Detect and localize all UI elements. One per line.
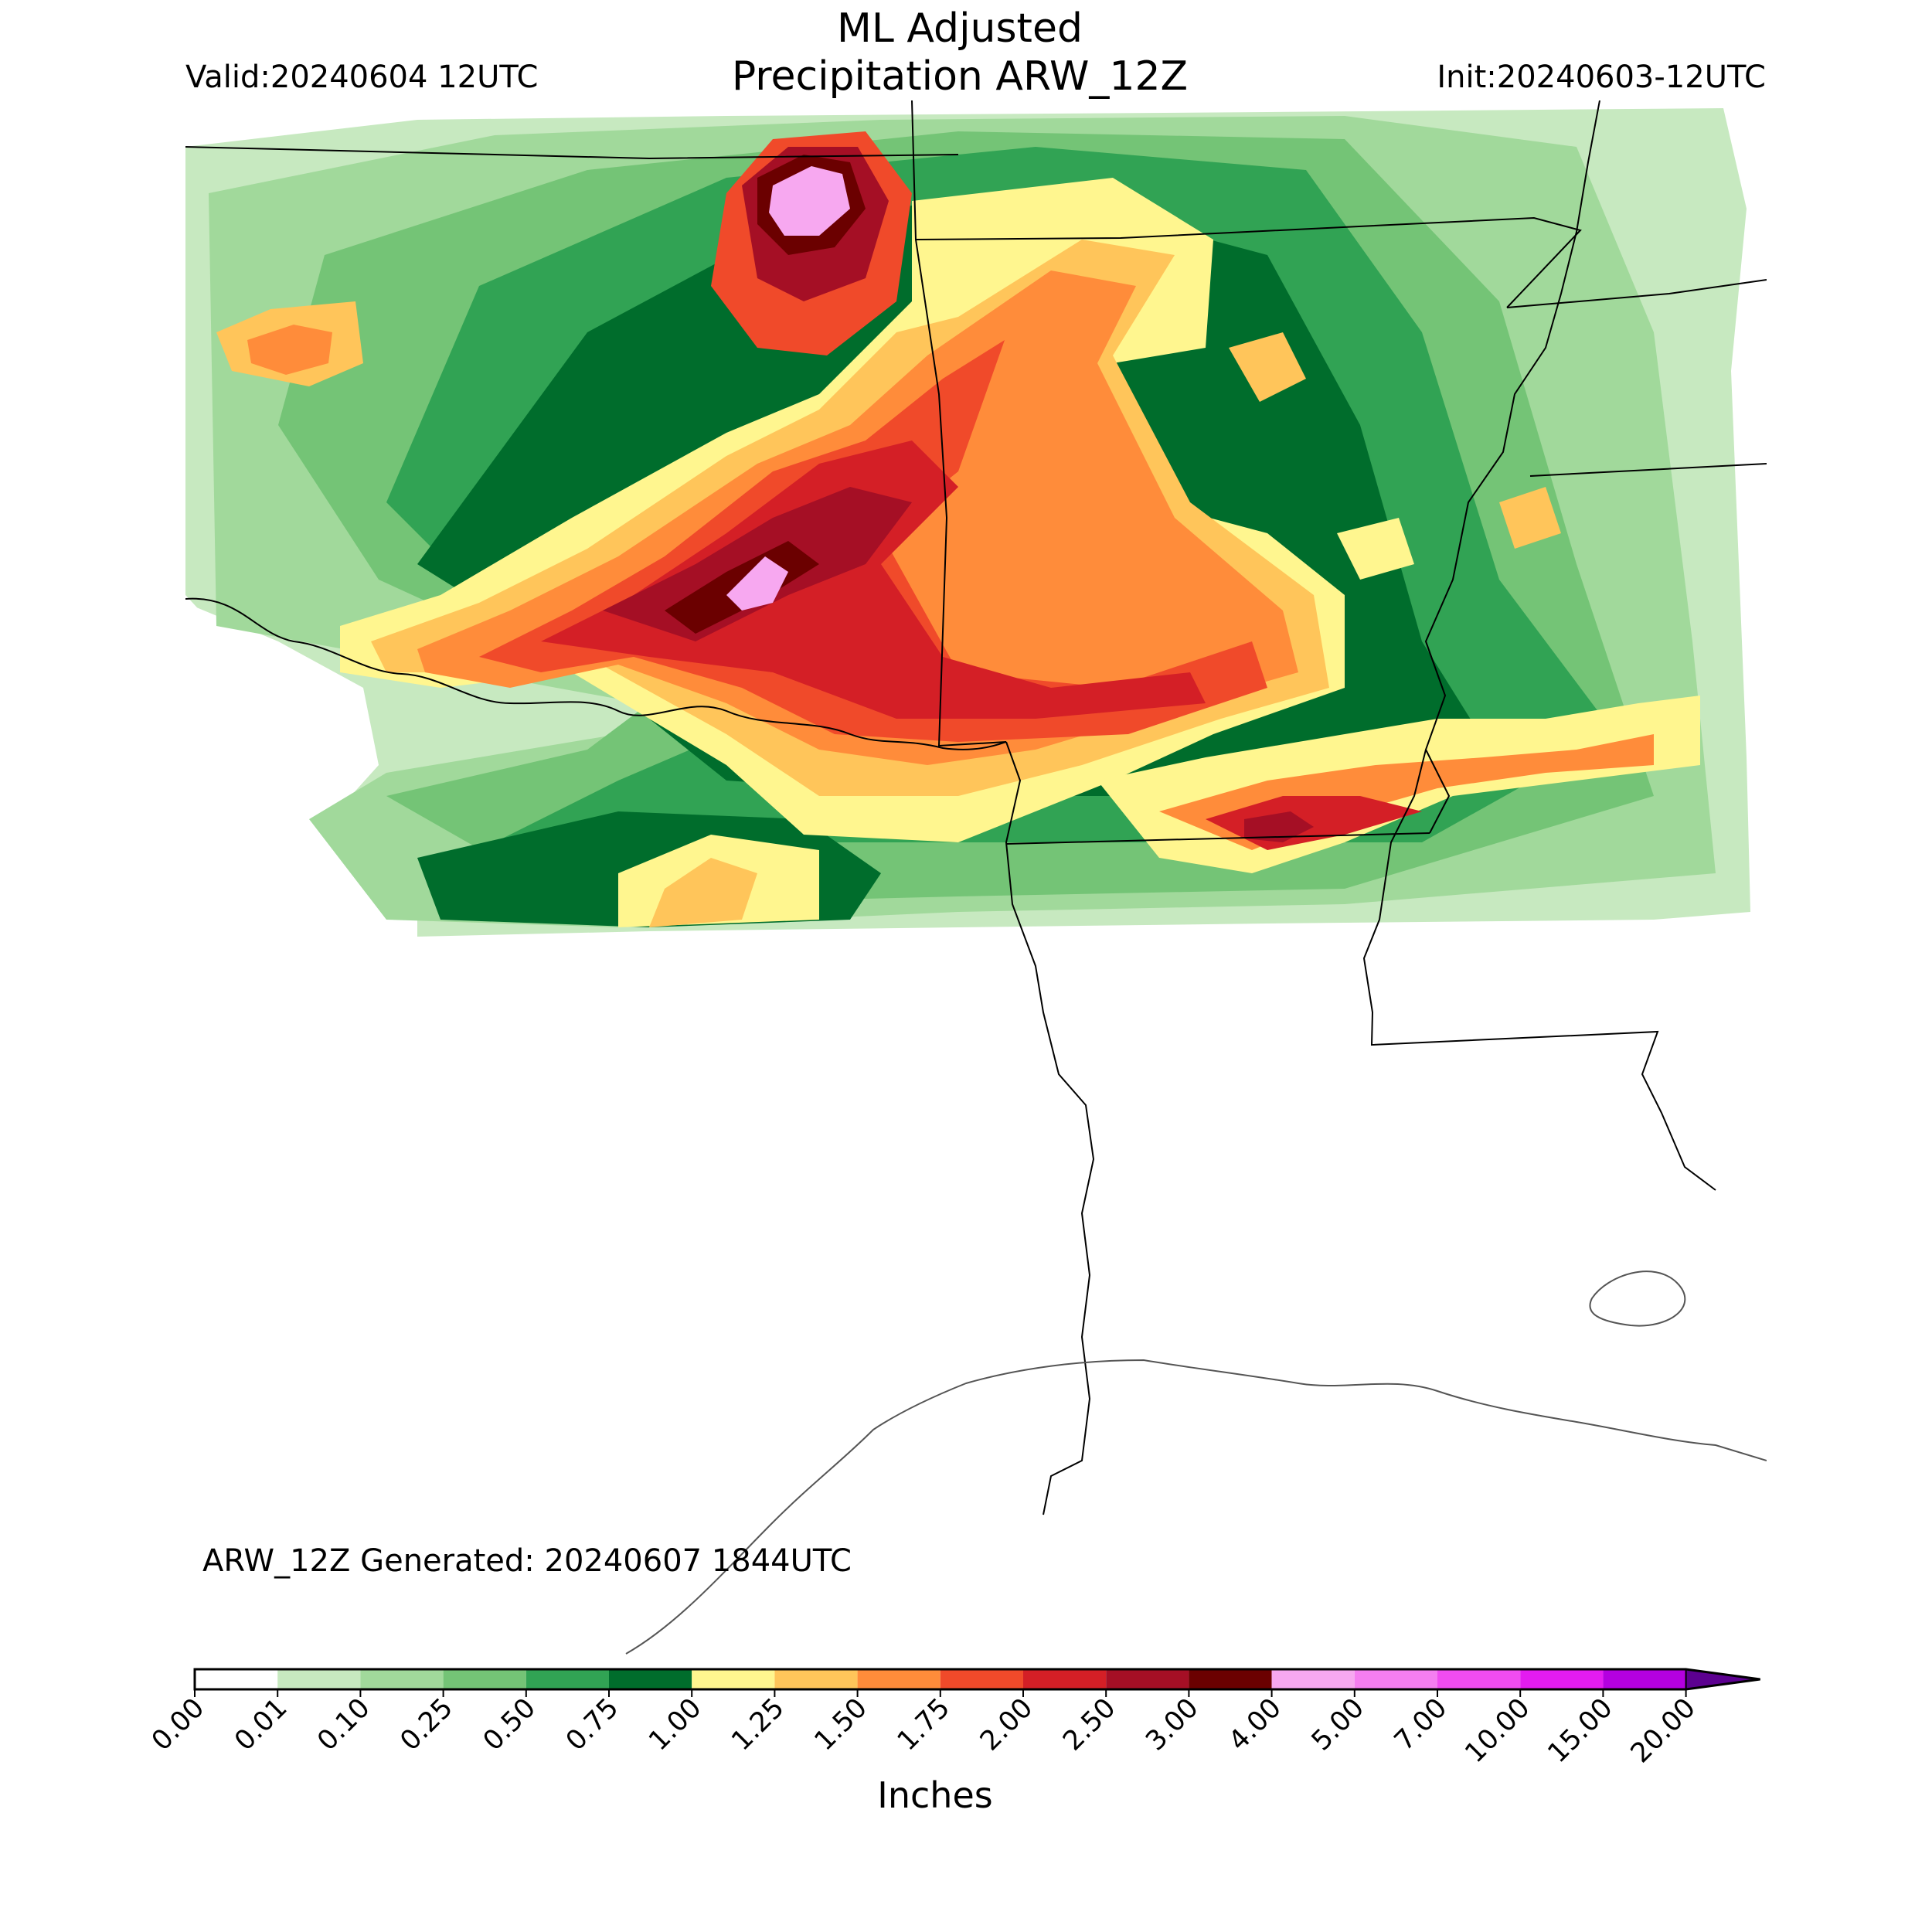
- colorbar-tick-label: 10.00: [1459, 1692, 1536, 1769]
- precipitation-field: [185, 108, 1750, 937]
- colorbar-tick-label: 1.75: [892, 1692, 956, 1757]
- colorbar-swatch: [940, 1669, 1023, 1689]
- colorbar-tick-label: 1.25: [726, 1692, 790, 1757]
- colorbar-swatch: [443, 1669, 526, 1689]
- colorbar-tick-label: 0.75: [560, 1692, 624, 1757]
- precip-band-red: [541, 440, 1206, 719]
- colorbar-tick-label: 2.50: [1057, 1692, 1121, 1757]
- colorbar-swatch: [1354, 1669, 1437, 1689]
- precip-region-gap: [185, 603, 379, 842]
- colorbar-tick-label: 1.50: [809, 1692, 873, 1757]
- generated-timestamp: ARW_12Z Generated: 20240607 1844UTC: [202, 1543, 852, 1579]
- colorbar-extend-arrow: [1685, 1668, 1760, 1691]
- valid-time-label: Valid:20240604 12UTC: [185, 60, 539, 95]
- title-line-2: Precipitation ARW_12Z: [731, 53, 1189, 100]
- colorbar-swatch: [692, 1669, 775, 1689]
- colorbar-tick-label: 5.00: [1306, 1692, 1370, 1757]
- colorbar-tick-label: 3.00: [1140, 1692, 1204, 1757]
- colorbar-swatch: [277, 1669, 361, 1689]
- title-line-1: ML Adjusted: [837, 5, 1083, 52]
- precip-band-peak: [726, 556, 788, 611]
- colorbar-swatch: [195, 1669, 278, 1689]
- colorbar-tick-label: 20.00: [1625, 1692, 1702, 1769]
- colorbar-swatch: [1189, 1669, 1272, 1689]
- colorbar-swatch: [1023, 1669, 1107, 1689]
- colorbar-tick-label: 4.00: [1223, 1692, 1287, 1757]
- colorbar-swatch: [1271, 1669, 1355, 1689]
- precip-cell-1: [1229, 332, 1306, 402]
- precip-region-south-gold: [649, 858, 757, 927]
- colorbar-label: Inches: [877, 1774, 993, 1816]
- colorbar-swatch: [774, 1669, 858, 1689]
- colorbar-swatch: [609, 1669, 692, 1689]
- coastline: [625, 1270, 1767, 1655]
- colorbar-tick-label: 2.00: [975, 1692, 1039, 1757]
- colorbar-swatches: [193, 1668, 1760, 1691]
- colorbar-swatch: [857, 1669, 940, 1689]
- precip-east-crimson: [1244, 811, 1314, 842]
- precip-north-peak: [769, 166, 850, 236]
- colorbar-tick-label: 0.10: [311, 1692, 376, 1757]
- precip-cell-3: [1499, 487, 1561, 549]
- precipitation-map: [185, 100, 1767, 1669]
- colorbar-tick-label: 0.00: [146, 1692, 210, 1757]
- colorbar-ticks: 0.00 0.01 0.10 0.25 0.50 0.75 1.00 1.25 1.50 1.75…: [146, 1689, 1702, 1769]
- colorbar-tick-label: 0.50: [478, 1692, 542, 1757]
- colorbar-swatch: [1603, 1669, 1686, 1689]
- colorbar-tick-label: 7.00: [1389, 1692, 1453, 1757]
- colorbar-tick-label: 15.00: [1543, 1692, 1619, 1769]
- colorbar-outline: [193, 1668, 1760, 1691]
- init-time-label: Init:20240603-12UTC: [1437, 60, 1766, 95]
- colorbar-tick-label: 0.01: [229, 1692, 293, 1757]
- colorbar-swatch: [1106, 1669, 1189, 1689]
- colorbar-tick-label: 1.00: [643, 1692, 707, 1757]
- colorbar-tick-label: 0.25: [395, 1692, 459, 1757]
- colorbar-swatch: [526, 1669, 609, 1689]
- precip-nw-orange: [247, 325, 332, 375]
- colorbar-swatch: [1437, 1669, 1521, 1689]
- precip-cell-2: [1337, 518, 1414, 580]
- state-borders: [185, 100, 1767, 1515]
- colorbar-swatch: [360, 1669, 444, 1689]
- colorbar: 0.00 0.01 0.10 0.25 0.50 0.75 1.00 1.25 1.50 1.75…: [146, 1668, 1760, 1769]
- colorbar-swatch: [1520, 1669, 1604, 1689]
